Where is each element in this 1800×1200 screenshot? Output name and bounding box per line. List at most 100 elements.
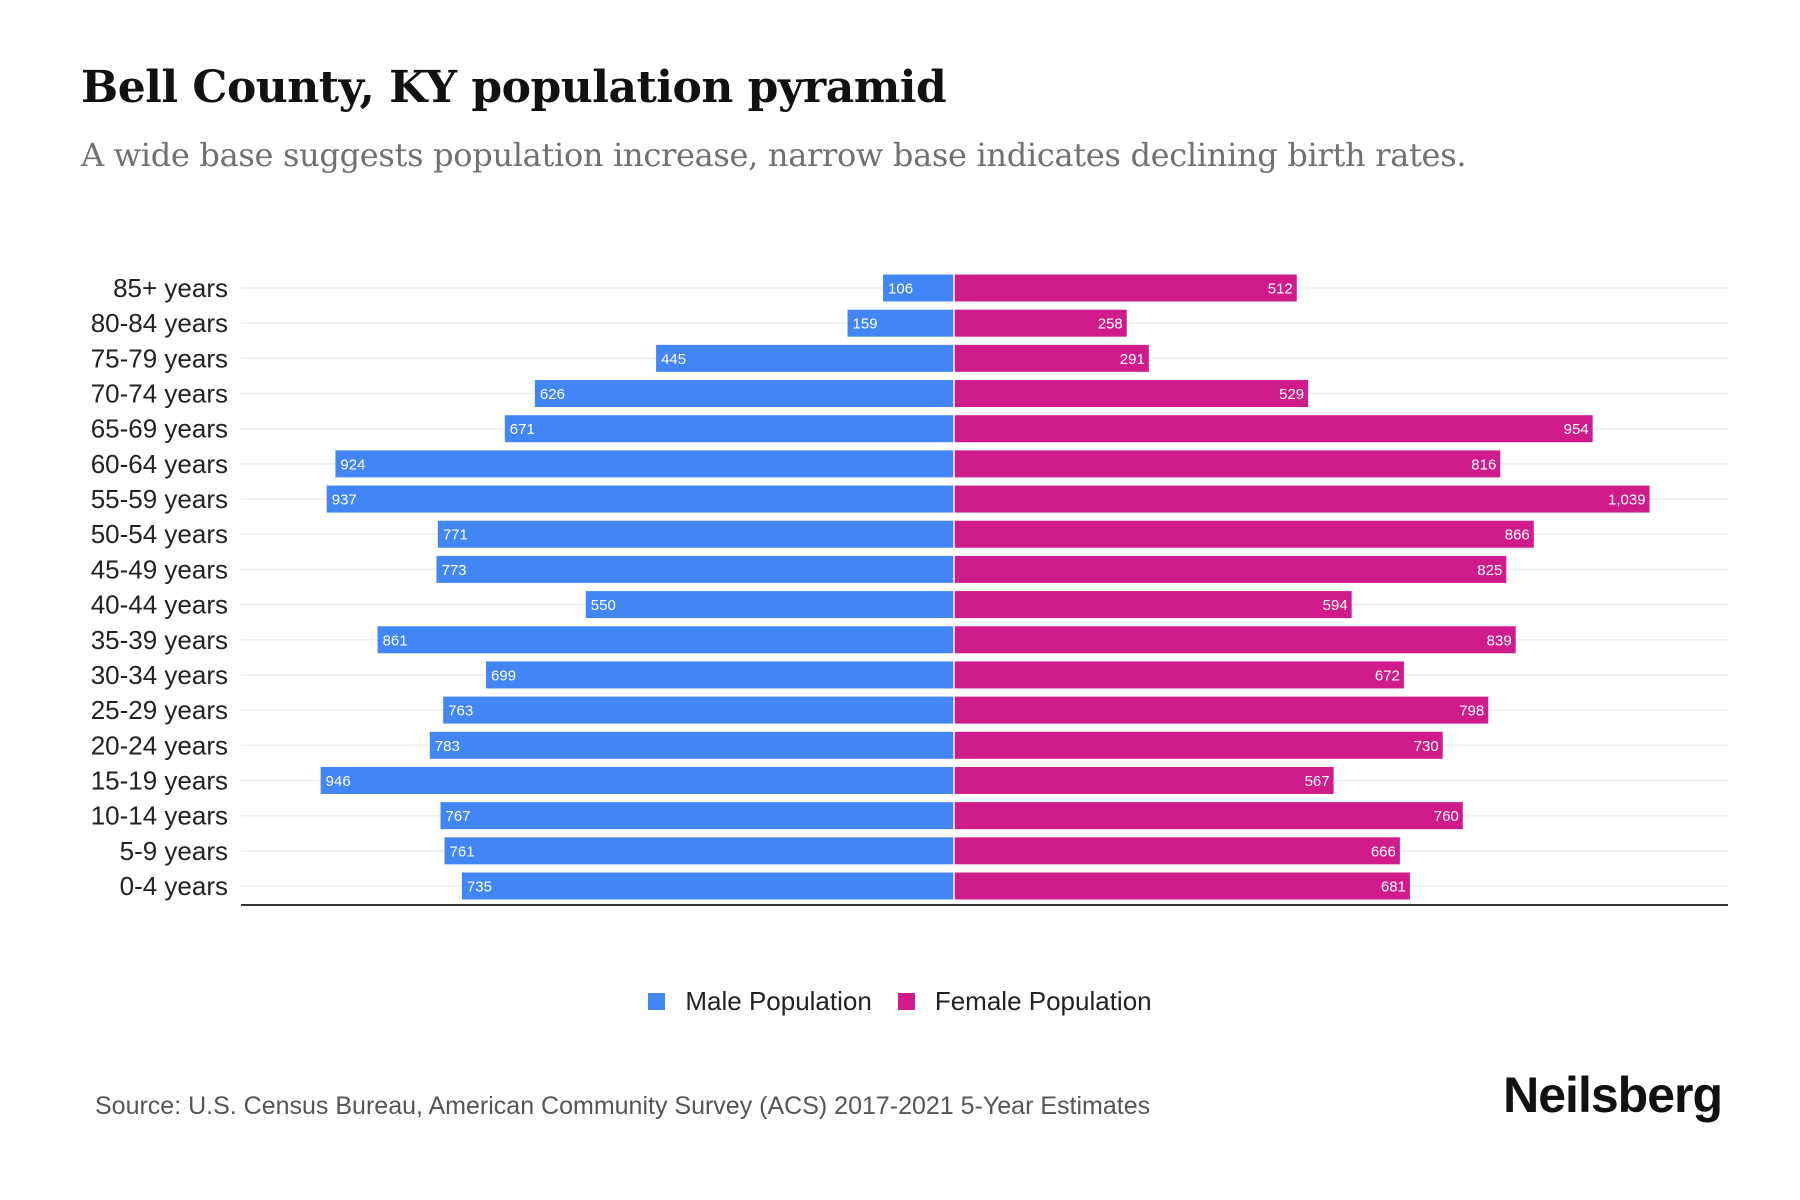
bar-male[interactable] [320, 766, 954, 794]
value-label-female: 839 [1487, 632, 1512, 649]
legend-label-female: Female Population [934, 986, 1152, 1016]
category-labels: 85+ years 80-84 years 75-79 years 70-74 yea… [91, 273, 228, 901]
category-label: 0-4 years [120, 871, 228, 901]
value-label-male: 735 [467, 879, 492, 896]
bar-male[interactable] [883, 274, 954, 302]
value-label-female: 730 [1414, 738, 1439, 755]
value-label-female: 1,039 [1608, 492, 1646, 509]
bar-female[interactable] [954, 872, 1410, 900]
category-label: 45-49 years [91, 554, 228, 584]
category-label: 20-24 years [91, 730, 228, 760]
bar-female[interactable] [954, 450, 1501, 478]
bar-male[interactable] [504, 415, 954, 443]
bar-female[interactable] [954, 591, 1352, 619]
category-label: 75-79 years [91, 343, 228, 373]
category-label: 30-34 years [91, 660, 228, 690]
brand-logo: Neilsberg [1503, 1067, 1723, 1123]
bar-female[interactable] [954, 802, 1463, 830]
bar-female[interactable] [954, 415, 1593, 443]
value-label-female: 666 [1371, 843, 1396, 860]
value-label-male: 106 [888, 281, 913, 298]
bar-male[interactable] [436, 555, 954, 583]
bar-female[interactable] [954, 344, 1149, 372]
bar-male[interactable] [461, 872, 954, 900]
bar-male[interactable] [440, 802, 954, 830]
value-label-female: 760 [1434, 808, 1459, 825]
category-label: 35-39 years [91, 625, 228, 655]
bar-male[interactable] [443, 696, 954, 724]
category-label: 55-59 years [91, 484, 228, 514]
value-label-male: 946 [326, 773, 351, 790]
category-label: 50-54 years [91, 519, 228, 549]
value-label-male: 937 [332, 492, 357, 509]
bar-male[interactable] [444, 837, 954, 865]
bar-male[interactable] [377, 626, 954, 654]
chart-subtitle: A wide base suggests population increase… [81, 136, 1467, 174]
bar-male[interactable] [335, 450, 954, 478]
source-note: Source: U.S. Census Bureau, American Com… [95, 1092, 1151, 1120]
legend-swatch-male [648, 993, 666, 1010]
bars: 106 512 159 258 445 291 626 529 671 954 924 816 937 1… [320, 274, 1650, 900]
legend: Male Population Female Population [0, 986, 1800, 1017]
gridlines [241, 287, 1728, 887]
category-label: 60-64 years [91, 449, 228, 479]
value-label-female: 567 [1305, 773, 1330, 790]
bar-female[interactable] [954, 661, 1404, 689]
bar-female[interactable] [954, 520, 1534, 548]
value-label-male: 761 [450, 843, 475, 860]
legend-item-male[interactable]: Male Population [648, 986, 872, 1017]
value-label-male: 767 [446, 808, 471, 825]
bar-male[interactable] [656, 344, 954, 372]
value-label-male: 924 [340, 456, 365, 473]
value-label-male: 550 [591, 597, 616, 614]
bar-female[interactable] [954, 555, 1507, 583]
legend-swatch-female [897, 993, 915, 1010]
legend-label-male: Male Population [685, 986, 872, 1016]
value-label-female: 672 [1375, 667, 1400, 684]
value-label-female: 291 [1120, 351, 1145, 368]
bar-female[interactable] [954, 274, 1297, 302]
bar-female[interactable] [954, 626, 1516, 654]
bar-male[interactable] [847, 309, 954, 337]
value-label-male: 699 [491, 667, 516, 684]
category-label: 85+ years [113, 273, 228, 303]
value-label-female: 529 [1279, 386, 1304, 403]
value-label-male: 159 [853, 316, 878, 333]
category-label: 70-74 years [91, 379, 228, 409]
chart-title: Bell County, KY population pyramid [81, 62, 947, 113]
bar-female[interactable] [954, 485, 1650, 513]
value-label-male: 763 [448, 703, 473, 720]
value-label-female: 866 [1505, 527, 1530, 544]
bar-male[interactable] [534, 380, 954, 408]
category-label: 80-84 years [91, 308, 228, 338]
legend-item-female[interactable]: Female Population [897, 986, 1152, 1017]
category-label: 15-19 years [91, 765, 228, 795]
bar-male[interactable] [486, 661, 954, 689]
category-label: 5-9 years [120, 836, 228, 866]
value-label-female: 825 [1477, 562, 1502, 579]
value-label-male: 626 [540, 386, 565, 403]
bar-male[interactable] [429, 731, 954, 759]
value-label-male: 771 [443, 527, 468, 544]
value-label-male: 783 [435, 738, 460, 755]
bar-male[interactable] [437, 520, 955, 548]
value-label-female: 954 [1564, 421, 1589, 438]
category-label: 10-14 years [91, 801, 228, 831]
value-label-female: 594 [1323, 597, 1348, 614]
value-label-female: 816 [1471, 456, 1496, 473]
bar-female[interactable] [954, 766, 1334, 794]
category-label: 65-69 years [91, 414, 228, 444]
bar-female[interactable] [954, 731, 1443, 759]
value-label-female: 681 [1381, 879, 1406, 896]
bar-female[interactable] [954, 380, 1309, 408]
bar-female[interactable] [954, 309, 1127, 337]
bar-female[interactable] [954, 696, 1489, 724]
bar-male[interactable] [326, 485, 954, 513]
bar-male[interactable] [585, 591, 954, 619]
bar-female[interactable] [954, 837, 1400, 865]
value-label-female: 258 [1098, 316, 1123, 333]
population-pyramid-chart: 106 512 159 258 445 291 626 529 671 954 924 816 937 1… [91, 273, 1728, 906]
value-label-male: 773 [441, 562, 466, 579]
value-label-female: 798 [1459, 703, 1484, 720]
value-label-female: 512 [1268, 281, 1293, 298]
